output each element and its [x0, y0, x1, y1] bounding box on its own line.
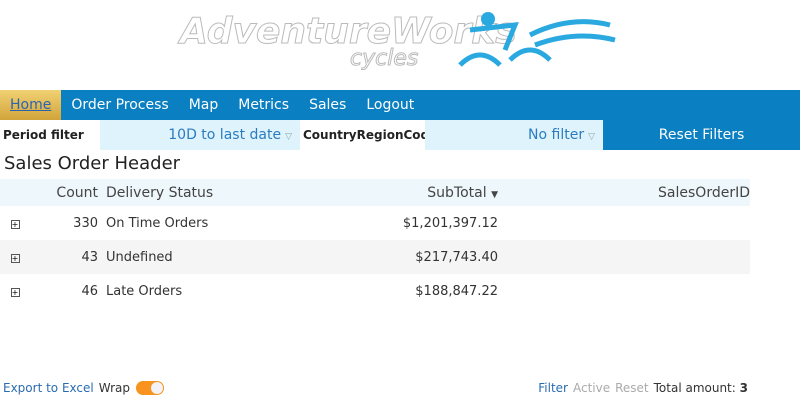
country-filter-value: No filter — [528, 127, 585, 143]
col-count[interactable]: Count — [56, 184, 98, 201]
svg-text:AdventureWorks: AdventureWorks — [177, 11, 517, 52]
active-link[interactable]: Active — [572, 381, 611, 395]
country-filter-label: CountryRegionCode — [303, 128, 438, 142]
col-delivery-status[interactable]: Delivery Status — [106, 184, 214, 201]
dropdown-arrow-icon: ▽ — [588, 132, 595, 142]
svg-text:cycles: cycles — [350, 46, 418, 71]
sales-order-grid: Count Delivery Status SubTotal ▼ SalesOr… — [0, 179, 750, 308]
total-amount-label: Total amount: — [653, 381, 736, 395]
reset-filters-button[interactable]: Reset Filters — [603, 120, 800, 150]
adventureworks-logo: AdventureWorks cycles — [177, 11, 616, 72]
grid-footer: Export to Excel Wrap Filter Active Reset… — [3, 381, 793, 395]
col-subtotal[interactable]: SubTotal ▼ — [326, 185, 498, 201]
table-row: +330 On Time Orders $1,201,397.12 — [0, 206, 750, 240]
nav-map[interactable]: Map — [188, 97, 219, 113]
subtotal-cell: $1,201,397.12 — [402, 215, 498, 231]
status-cell: On Time Orders — [106, 215, 209, 231]
filter-link[interactable]: Filter — [538, 381, 568, 395]
nav-home[interactable]: Home — [0, 90, 62, 120]
total-amount-value: 3 — [739, 381, 748, 395]
nav-logout[interactable]: Logout — [366, 97, 415, 113]
wrap-toggle[interactable] — [135, 381, 164, 395]
count-cell: 43 — [81, 249, 98, 265]
grid-header: Count Delivery Status SubTotal ▼ SalesOr… — [0, 179, 750, 206]
main-nav: Home Order Process Map Metrics Sales Log… — [0, 90, 800, 120]
count-cell: 330 — [73, 215, 98, 231]
status-cell: Undefined — [106, 249, 173, 265]
filter-bar: Period filter 10D to last date ▽ CountryR… — [0, 120, 800, 150]
sort-desc-icon: ▼ — [491, 189, 498, 200]
expand-icon[interactable]: + — [10, 219, 20, 229]
table-row: +46 Late Orders $188,847.22 — [0, 274, 750, 308]
period-filter-select[interactable]: 10D to last date ▽ — [100, 120, 300, 150]
dropdown-arrow-icon: ▽ — [285, 132, 292, 142]
wrap-label: Wrap — [98, 381, 130, 395]
period-filter-label: Period filter — [3, 128, 84, 142]
col-salesorderid[interactable]: SalesOrderID — [658, 184, 750, 201]
table-row: +43 Undefined $217,743.40 — [0, 240, 750, 274]
page-title: Sales Order Header — [4, 153, 181, 174]
export-excel-link[interactable]: Export to Excel — [3, 381, 94, 395]
subtotal-cell: $188,847.22 — [415, 283, 498, 299]
col-subtotal-label: SubTotal — [427, 184, 487, 201]
count-cell: 46 — [81, 283, 98, 299]
country-filter-select[interactable]: No filter ▽ — [425, 120, 603, 150]
status-cell: Late Orders — [106, 283, 183, 299]
nav-order-process[interactable]: Order Process — [71, 97, 169, 113]
nav-metrics[interactable]: Metrics — [238, 97, 290, 113]
subtotal-cell: $217,743.40 — [415, 249, 498, 265]
period-filter-value: 10D to last date — [168, 127, 282, 143]
nav-sales[interactable]: Sales — [309, 97, 347, 113]
reset-link[interactable]: Reset — [615, 381, 649, 395]
expand-icon[interactable]: + — [10, 253, 20, 263]
expand-icon[interactable]: + — [10, 287, 20, 297]
